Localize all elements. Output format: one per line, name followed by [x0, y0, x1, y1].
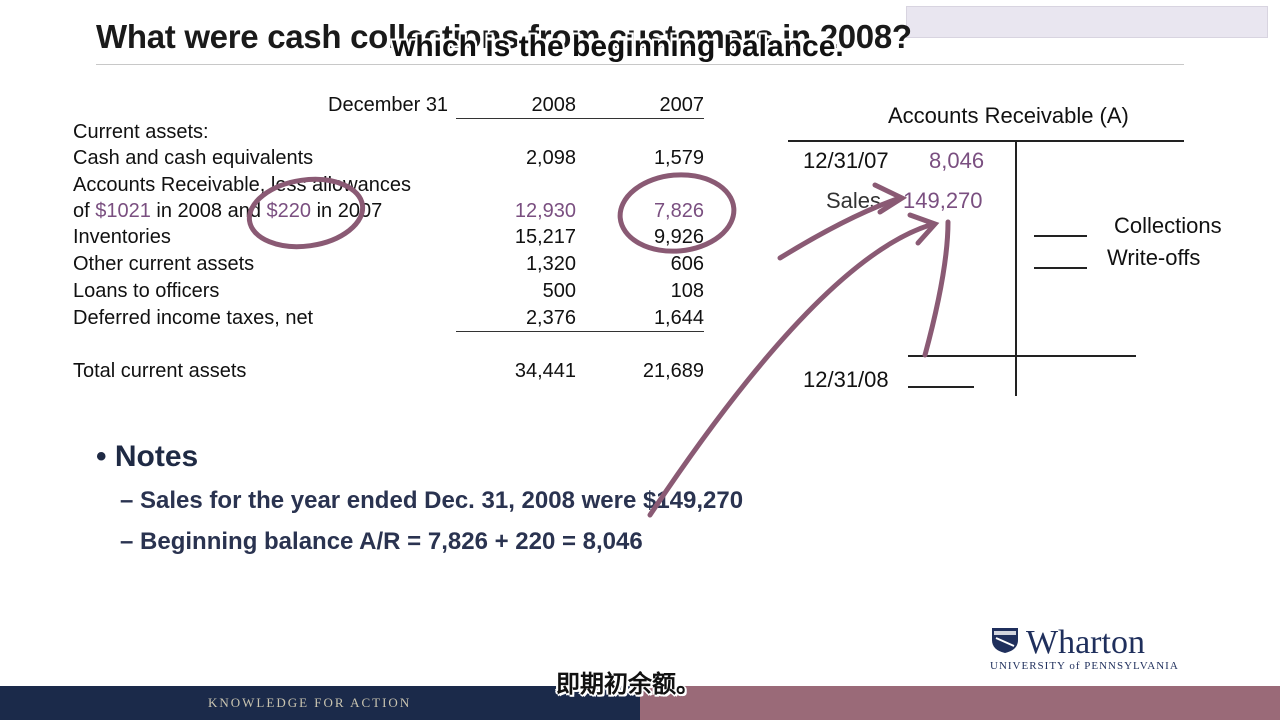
allowance-circle: [246, 176, 366, 250]
header-underline: [456, 118, 704, 119]
notes-heading: • Notes: [96, 440, 198, 474]
t-account-total-line: [908, 355, 1136, 357]
note-balance-text: Beginning balance A/R = 7,826 + 220 = 8,…: [140, 528, 643, 555]
ar-allowance-2007: $220: [266, 200, 312, 222]
arrow-ar-to-taccount: [777, 195, 903, 261]
cell-total-2008: 34,441: [514, 360, 576, 382]
bullet-dot: •: [96, 440, 107, 473]
arrow-note-to-sales: [647, 222, 933, 518]
cell-loans-2007: 108: [670, 280, 704, 302]
ar-allowance-2008: $1021: [95, 200, 151, 222]
note-item-beginning-balance: – Beginning balance A/R = 7,826 + 220 = …: [120, 528, 643, 556]
note-dash: –: [120, 487, 134, 514]
notes-heading-text: Notes: [114, 440, 199, 473]
year-2007-header: 2007: [659, 94, 705, 116]
row-label-loans: Loans to officers: [73, 280, 220, 302]
row-label-inventories: Inventories: [73, 226, 171, 248]
footer-bar-mauve: [640, 686, 1280, 720]
t-account-vertical-line: [1015, 140, 1017, 396]
wharton-text: Wharton: [1026, 624, 1145, 661]
t-sales-value: 149,270: [903, 188, 983, 213]
wharton-wordmark: Wharton: [990, 626, 1179, 660]
t-begin-value: 8,046: [929, 148, 985, 173]
arrow-head-1: [872, 182, 908, 215]
cell-inventories-2008: 15,217: [514, 226, 576, 248]
cell-loans-2008: 500: [542, 280, 576, 302]
row-label-deferred: Deferred income taxes, net: [73, 307, 314, 329]
cell-inventories-2007: 9,926: [653, 226, 704, 248]
note-dash: –: [120, 528, 134, 555]
cell-cash-2007: 1,579: [653, 147, 704, 169]
t-collections-label: Collections: [1114, 213, 1222, 238]
t-account-title: Accounts Receivable (A): [888, 103, 1129, 128]
end-balance-blank: [908, 386, 974, 388]
t-begin-date: 12/31/07: [803, 148, 889, 173]
ar-2007-circle: [617, 172, 737, 254]
cell-total-2007: 21,689: [642, 360, 704, 382]
subtitle-english: which is the beginning balance.: [392, 30, 844, 63]
cell-deferred-2008: 2,376: [525, 307, 576, 329]
row-label-other: Other current assets: [73, 253, 255, 275]
header-label: December 31: [328, 94, 449, 116]
shield-icon: [992, 628, 1018, 653]
title-divider: [96, 64, 1184, 65]
slide-title: What were cash collections from customer…: [96, 18, 912, 55]
writeoffs-blank: [1034, 267, 1087, 269]
cell-ar-2008: 12,930: [514, 200, 576, 222]
ar-mid: in 2008 and: [150, 200, 267, 222]
university-text: UNIVERSITY of PENNSYLVANIA: [990, 660, 1179, 672]
footer-tagline: KNOWLEDGE FOR ACTION: [208, 695, 412, 710]
cell-ar-2007: 7,826: [653, 200, 704, 222]
cell-deferred-2007: 1,644: [653, 307, 704, 329]
cell-other-2007: 606: [670, 253, 704, 275]
row-label-total: Total current assets: [73, 360, 247, 382]
total-underline: [456, 331, 704, 332]
cell-other-2008: 1,320: [525, 253, 576, 275]
ar-prefix: of: [73, 200, 96, 222]
cell-cash-2008: 2,098: [525, 147, 576, 169]
arrow-end-to-sales: [922, 219, 951, 358]
note-sales-text: Sales for the year ended Dec. 31, 2008 w…: [140, 487, 744, 514]
note-item-sales: – Sales for the year ended Dec. 31, 2008…: [120, 487, 743, 515]
arrow-head-2: [907, 212, 940, 246]
ar-suffix: in 2007: [311, 200, 383, 222]
section-label: Current assets:: [73, 121, 209, 143]
t-account-top-line: [788, 140, 1184, 142]
t-end-date: 12/31/08: [803, 367, 889, 392]
wharton-logo: Wharton UNIVERSITY of PENNSYLVANIA: [990, 626, 1179, 673]
row-label-ar-line2: of $1021 in 2008 and $220 in 2007: [73, 200, 382, 223]
row-label-cash: Cash and cash equivalents: [73, 147, 314, 169]
subtitle-chinese: 即期初余额。: [556, 671, 700, 698]
year-2008-header: 2008: [531, 94, 577, 116]
footer-bar-navy: [0, 686, 640, 720]
collections-blank: [1034, 235, 1087, 237]
t-writeoffs-label: Write-offs: [1107, 245, 1201, 270]
top-logo-area: [906, 6, 1268, 38]
